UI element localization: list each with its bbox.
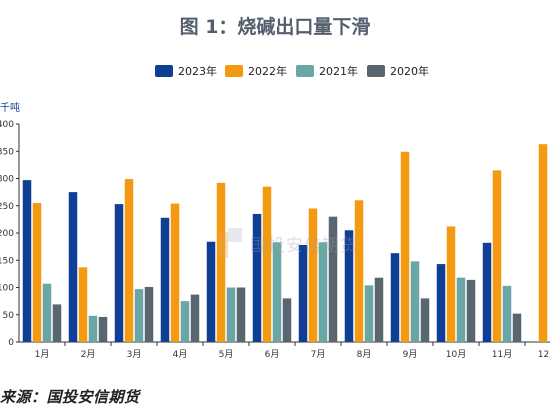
y-tick-label: 0 — [8, 338, 14, 348]
bar-2022年-9月[interactable] — [400, 151, 410, 342]
bar-2023年-5月[interactable] — [206, 241, 216, 342]
bar-2021年-10月[interactable] — [456, 277, 466, 342]
bar-2020年-7月[interactable] — [328, 216, 338, 342]
chart-legend: 2023年 2022年 2021年 2020年 — [0, 63, 550, 83]
bar-2022年-5月[interactable] — [216, 182, 226, 342]
bar-2022年-4月[interactable] — [170, 203, 180, 342]
bar-2022年-12月[interactable] — [538, 144, 548, 342]
bar-2023年-1月[interactable] — [22, 180, 32, 342]
watermark: 国投安信期货 — [218, 228, 358, 258]
bar-2020年-10月[interactable] — [466, 279, 476, 342]
y-tick-label: 350 — [0, 147, 14, 157]
bar-2020年-4月[interactable] — [190, 294, 200, 342]
bar-2022年-6月[interactable] — [262, 186, 272, 342]
x-tick-label: 3月 — [127, 349, 142, 360]
bar-2023年-11月[interactable] — [482, 242, 492, 342]
bar-2022年-8月[interactable] — [354, 200, 364, 342]
y-tick-label: 300 — [0, 175, 14, 185]
x-tick-label: 7月 — [311, 349, 326, 360]
bar-2021年-2月[interactable] — [88, 315, 98, 342]
bar-2020年-3月[interactable] — [144, 286, 154, 342]
bar-2020年-2月[interactable] — [98, 316, 108, 342]
bar-2020年-1月[interactable] — [52, 304, 62, 342]
y-tick-label: 250 — [0, 202, 14, 212]
bar-2021年-1月[interactable] — [42, 283, 52, 342]
y-tick-label: 400 — [0, 120, 14, 130]
bar-2021年-6月[interactable] — [272, 242, 282, 342]
bar-2021年-9月[interactable] — [410, 261, 420, 342]
y-axis-unit-label: 千吨 — [0, 103, 20, 114]
bar-2022年-10月[interactable] — [446, 226, 456, 342]
watermark-logo-icon — [218, 228, 244, 258]
bar-2023年-7月[interactable] — [298, 244, 308, 342]
y-tick-label: 100 — [0, 284, 14, 294]
bar-2023年-6月[interactable] — [252, 213, 262, 342]
bar-2023年-2月[interactable] — [68, 192, 78, 342]
x-tick-label: 6月 — [265, 349, 280, 360]
bar-2021年-3月[interactable] — [134, 289, 144, 342]
x-tick-label: 11月 — [492, 349, 512, 360]
bar-2023年-8月[interactable] — [344, 230, 354, 342]
legend-swatch-2023 — [155, 65, 173, 77]
x-tick-label: 5月 — [219, 349, 234, 360]
legend-label-2020: 2020年 — [390, 65, 429, 78]
legend-swatch-2022 — [225, 65, 243, 77]
bar-2021年-4月[interactable] — [180, 301, 190, 342]
x-tick-label: 4月 — [173, 349, 188, 360]
bar-2021年-11月[interactable] — [502, 285, 512, 342]
x-tick-label: 9月 — [403, 349, 418, 360]
bar-2022年-2月[interactable] — [78, 267, 88, 342]
bar-2022年-7月[interactable] — [308, 208, 318, 342]
bar-2020年-5月[interactable] — [236, 287, 246, 343]
bar-2021年-7月[interactable] — [318, 242, 328, 342]
legend-item-2020[interactable]: 2020年 — [367, 63, 429, 79]
watermark-text: 国投安信期货 — [250, 235, 358, 256]
chart-title: 图 1：烧碱出口量下滑 — [179, 16, 371, 38]
legend-item-2023[interactable]: 2023年 — [155, 63, 217, 79]
y-tick-label: 200 — [0, 229, 14, 239]
bar-2023年-10月[interactable] — [436, 264, 446, 342]
legend-label-2021: 2021年 — [319, 65, 358, 78]
x-tick-label: 1月 — [35, 349, 50, 360]
y-tick-label: 50 — [3, 311, 15, 321]
x-tick-label: 10月 — [446, 349, 466, 360]
bar-2020年-9月[interactable] — [420, 298, 430, 342]
bar-2023年-9月[interactable] — [390, 253, 400, 342]
bar-2021年-5月[interactable] — [226, 287, 236, 343]
legend-label-2023: 2023年 — [178, 65, 217, 78]
legend-swatch-2021 — [296, 65, 314, 77]
legend-item-2022[interactable]: 2022年 — [225, 63, 287, 79]
bar-2022年-3月[interactable] — [124, 179, 134, 342]
bar-2022年-11月[interactable] — [492, 170, 502, 342]
bar-2023年-4月[interactable] — [160, 217, 170, 342]
bar-2020年-11月[interactable] — [512, 313, 522, 342]
bar-2020年-8月[interactable] — [374, 277, 384, 342]
source-note: 来源：国投安信期货 — [0, 388, 140, 406]
legend-swatch-2020 — [367, 65, 385, 77]
bar-2022年-1月[interactable] — [32, 203, 42, 342]
x-tick-label: 2月 — [81, 349, 96, 360]
bar-2020年-6月[interactable] — [282, 298, 292, 342]
y-tick-label: 150 — [0, 256, 14, 266]
legend-label-2022: 2022年 — [248, 65, 287, 78]
x-tick-label: 12月 — [538, 349, 550, 360]
legend-item-2021[interactable]: 2021年 — [296, 63, 358, 79]
x-tick-label: 8月 — [357, 349, 372, 360]
bar-2023年-3月[interactable] — [114, 204, 124, 342]
bar-2021年-8月[interactable] — [364, 285, 374, 342]
